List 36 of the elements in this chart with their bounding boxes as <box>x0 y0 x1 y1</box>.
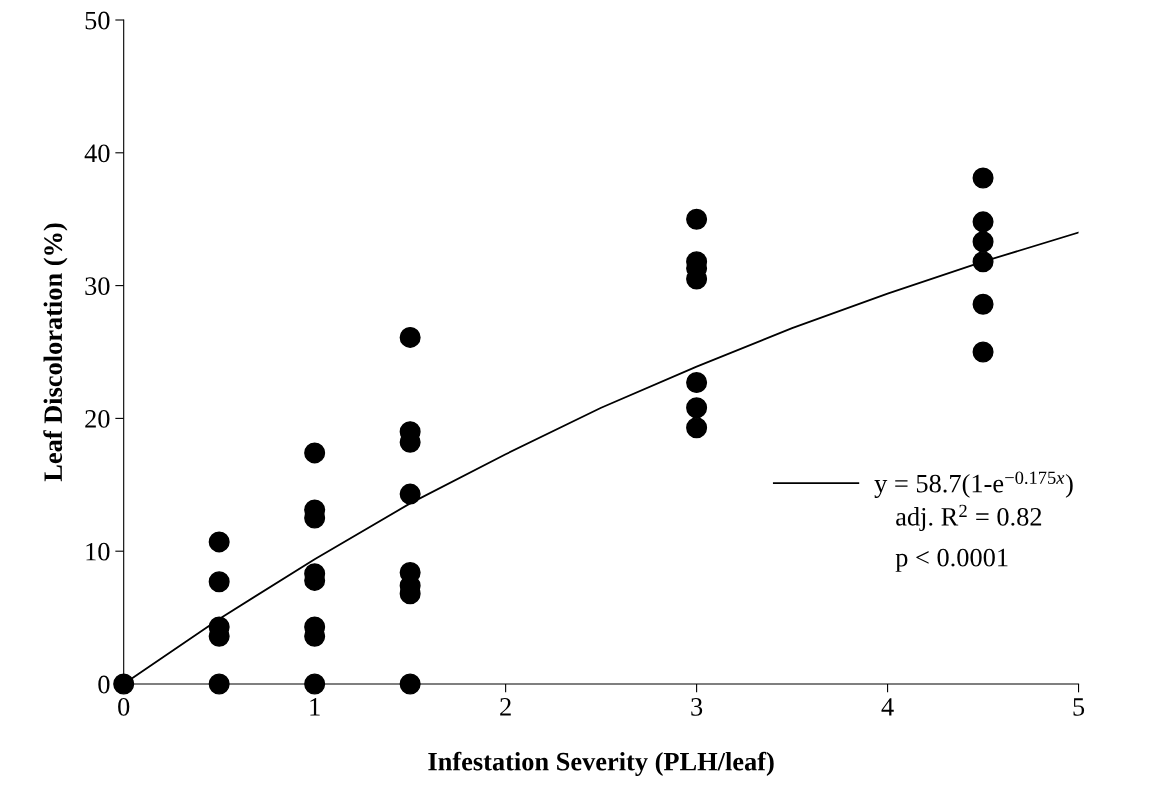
point <box>304 673 326 695</box>
x-tick-label: 5 <box>1073 698 1085 716</box>
point <box>972 293 994 315</box>
point <box>972 251 994 273</box>
y-tick-label: 50 <box>85 11 110 30</box>
point <box>304 442 326 464</box>
annotation: adj. R$^{2}$ = 0.82 <box>896 504 1042 532</box>
point <box>399 326 421 348</box>
point <box>686 417 708 439</box>
x-axis-title: Infestation Severity (PLH/leaf) <box>428 751 774 776</box>
y-tick-label: 40 <box>84 144 110 163</box>
point <box>208 531 230 553</box>
point <box>972 167 994 189</box>
point <box>208 571 230 593</box>
point <box>686 397 708 419</box>
point <box>686 208 708 230</box>
x-tick-label: 4 <box>881 698 894 716</box>
legend-label: y = 58.7(1-e$^{−0.175x}$) <box>874 471 1073 498</box>
x-tick-label: 1 <box>310 698 320 716</box>
x-tick-label: 3 <box>691 698 703 716</box>
x-tick-label: 2 <box>500 698 511 716</box>
y-tick-label: 30 <box>85 277 110 296</box>
point <box>113 673 135 695</box>
point <box>972 211 994 233</box>
annotation: p < 0.0001 <box>895 548 1008 572</box>
point <box>208 673 230 695</box>
y-axis-title: Leaf Discoloration (%) <box>43 223 68 482</box>
point <box>972 341 994 363</box>
x-tick-label: 0 <box>118 697 130 716</box>
point <box>399 483 421 505</box>
y-tick-label: 10 <box>86 542 110 561</box>
point <box>972 231 994 253</box>
point <box>686 372 708 394</box>
y-tick-label: 20 <box>85 410 110 428</box>
point <box>399 673 421 695</box>
y-tick-label: 0 <box>98 675 110 694</box>
